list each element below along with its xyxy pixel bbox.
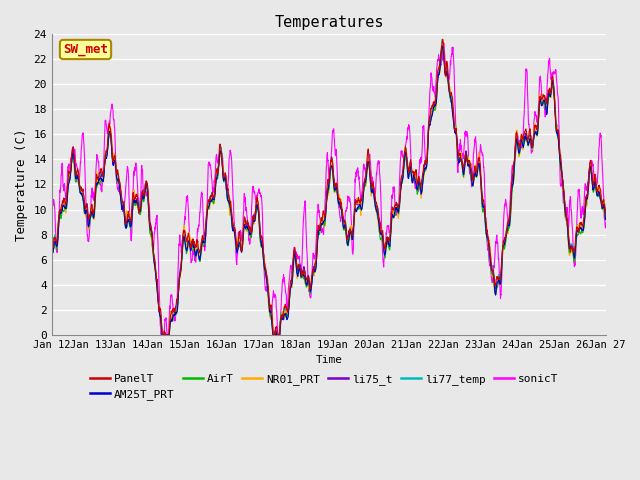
Y-axis label: Temperature (C): Temperature (C): [15, 128, 28, 240]
X-axis label: Time: Time: [316, 355, 342, 365]
Legend: PanelT, AM25T_PRT, AirT, NR01_PRT, li75_t, li77_temp, sonicT: PanelT, AM25T_PRT, AirT, NR01_PRT, li75_…: [85, 369, 563, 405]
Title: Temperatures: Temperatures: [275, 15, 384, 30]
Text: SW_met: SW_met: [63, 43, 108, 56]
